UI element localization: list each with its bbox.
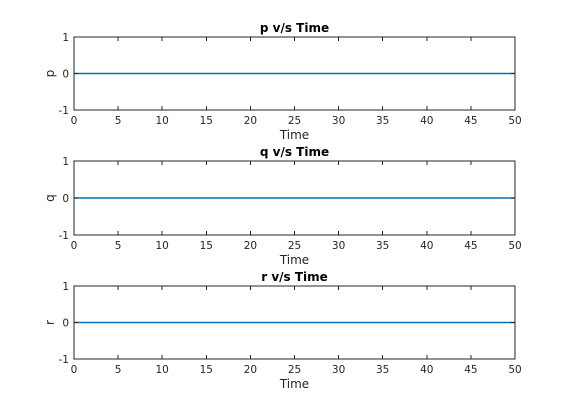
x-tick-label: 0	[71, 364, 78, 376]
x-tick-label: 25	[288, 115, 301, 127]
x-tick-label: 20	[244, 364, 257, 376]
x-tick-label: 5	[115, 115, 122, 127]
chart-title: r v/s Time	[261, 270, 328, 284]
x-tick-label: 5	[115, 240, 122, 252]
chart-title: p v/s Time	[260, 21, 329, 35]
x-tick-label: 45	[464, 115, 477, 127]
chart-title: q v/s Time	[260, 145, 329, 159]
x-tick-label: 40	[420, 115, 433, 127]
y-tick-label: 0	[62, 69, 69, 81]
x-tick-label: 45	[464, 364, 477, 376]
x-tick-label: 10	[156, 364, 169, 376]
x-axis-label: Time	[279, 253, 309, 267]
x-tick-label: 15	[200, 240, 213, 252]
x-tick-label: 10	[156, 240, 169, 252]
x-tick-label: 40	[420, 364, 433, 376]
y-axis-label: r	[43, 320, 57, 325]
x-tick-label: 25	[288, 240, 301, 252]
x-tick-label: 35	[376, 115, 389, 127]
x-tick-label: 50	[508, 115, 521, 127]
x-tick-label: 5	[115, 364, 122, 376]
x-tick-label: 30	[332, 240, 345, 252]
x-tick-label: 10	[156, 115, 169, 127]
x-tick-label: 15	[200, 115, 213, 127]
y-tick-label: 1	[62, 156, 69, 168]
x-tick-label: 20	[244, 115, 257, 127]
x-tick-label: 15	[200, 364, 213, 376]
x-tick-label: 30	[332, 364, 345, 376]
x-tick-label: 40	[420, 240, 433, 252]
y-tick-label: 1	[62, 32, 69, 44]
y-axis-label: p	[43, 70, 57, 78]
x-tick-label: 25	[288, 364, 301, 376]
x-tick-label: 30	[332, 115, 345, 127]
x-tick-label: 0	[71, 115, 78, 127]
y-tick-label: 1	[62, 281, 69, 293]
x-tick-label: 45	[464, 240, 477, 252]
x-tick-label: 50	[508, 240, 521, 252]
x-tick-label: 20	[244, 240, 257, 252]
x-axis-label: Time	[279, 128, 309, 142]
x-tick-label: 0	[71, 240, 78, 252]
y-tick-label: -1	[59, 105, 69, 117]
y-axis-label: q	[43, 194, 57, 202]
y-tick-label: -1	[59, 354, 69, 366]
y-tick-label: 0	[62, 193, 69, 205]
y-tick-label: -1	[59, 230, 69, 242]
x-tick-label: 50	[508, 364, 521, 376]
y-tick-label: 0	[62, 318, 69, 330]
x-tick-label: 35	[376, 364, 389, 376]
x-tick-label: 35	[376, 240, 389, 252]
x-axis-label: Time	[279, 377, 309, 391]
